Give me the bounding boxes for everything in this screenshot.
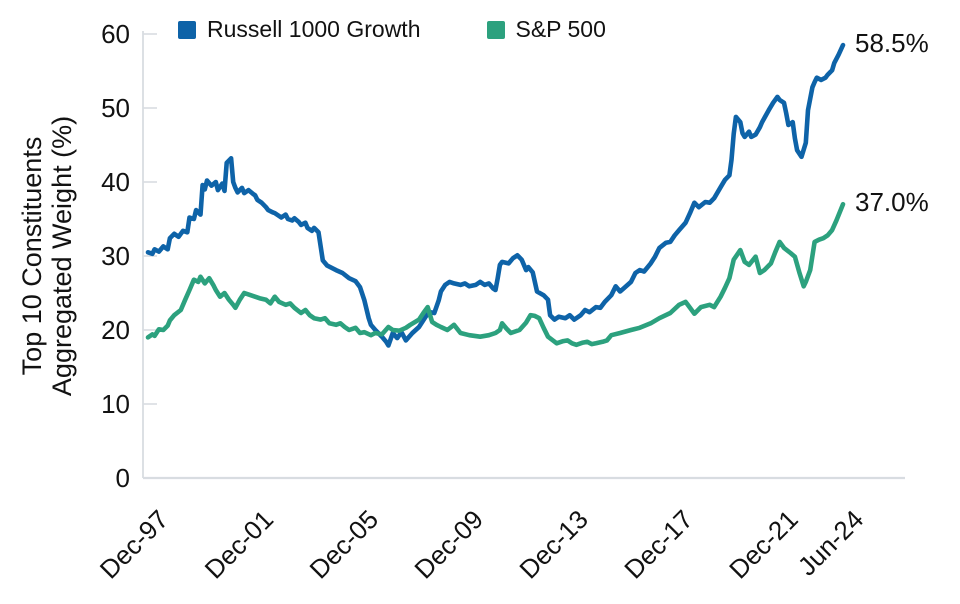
x-tick-label: Dec-01 [199, 504, 279, 584]
legend-label: Russell 1000 Growth [207, 16, 421, 42]
chart-legend: Russell 1000 Growth S&P 500 [178, 18, 606, 41]
series-line-s-p-500 [145, 201, 846, 348]
legend-swatch-icon [178, 20, 196, 39]
x-tick-label: Dec-21 [723, 504, 803, 584]
legend-swatch-icon [486, 20, 505, 39]
y-tick-label: 60 [101, 19, 130, 49]
x-tick-label: Dec-97 [94, 504, 174, 584]
x-tick-label: Dec-05 [304, 504, 384, 584]
y-tick-label: 50 [101, 93, 130, 123]
y-tick-label: 0 [116, 463, 130, 493]
y-tick-label: 40 [101, 167, 130, 197]
end-value-label-russell-1000-growth: 58.5% [855, 28, 929, 58]
x-tick-label: Jun-24 [792, 504, 869, 581]
legend-item-s-p-500: S&P 500 [486, 16, 606, 42]
y-tick-label: 30 [101, 241, 130, 271]
y-tick-label: 10 [101, 389, 130, 419]
legend-label: S&P 500 [515, 16, 606, 42]
end-value-label-s-p-500: 37.0% [855, 187, 929, 217]
x-tick-label: Dec-17 [618, 504, 698, 584]
x-tick-label: Dec-09 [408, 504, 488, 584]
legend-item-russell-1000-growth: Russell 1000 Growth [178, 18, 421, 41]
y-tick-label: 20 [101, 315, 130, 345]
series-line-russell-1000-growth [145, 42, 846, 348]
x-tick-label: Dec-13 [513, 504, 593, 584]
